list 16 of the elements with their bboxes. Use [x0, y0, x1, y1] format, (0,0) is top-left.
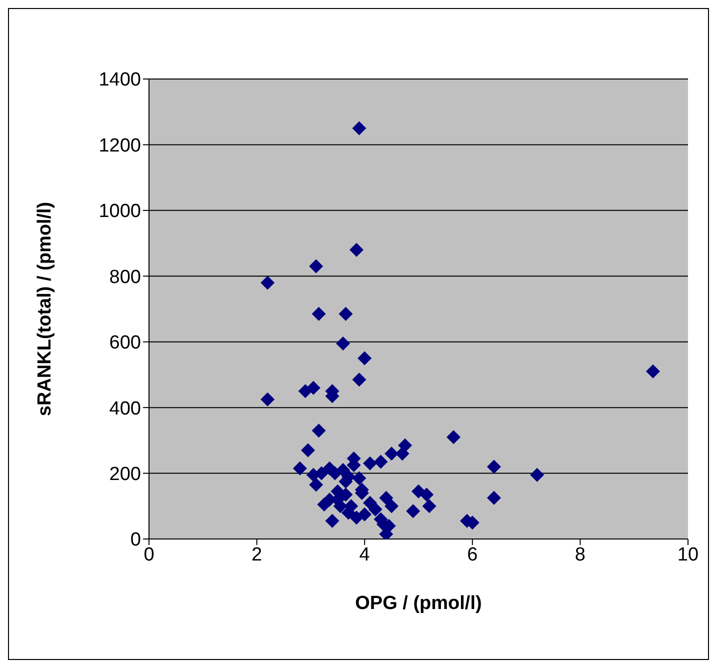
x-tick-label: 10	[677, 544, 699, 566]
y-tick-label: 0	[130, 530, 141, 551]
x-tick-label: 6	[467, 544, 478, 566]
x-tick-label: 8	[574, 544, 586, 566]
x-axis-title: OPG / (pmol/l)	[355, 593, 482, 614]
y-tick-label: 1000	[98, 201, 141, 222]
x-tick-label: 4	[359, 544, 370, 566]
y-tick-label: 1200	[98, 135, 141, 156]
y-tick-label: 600	[109, 332, 141, 354]
y-tick-label: 800	[109, 266, 141, 288]
y-tick-label: 400	[109, 398, 141, 420]
y-tick-label: 1400	[98, 70, 141, 91]
y-axis-title: sRANKL(total) / (pmol/l)	[34, 202, 56, 416]
x-tick-label: 0	[144, 544, 154, 566]
x-tick-label: 2	[252, 544, 262, 566]
y-tick-label: 200	[109, 464, 141, 486]
